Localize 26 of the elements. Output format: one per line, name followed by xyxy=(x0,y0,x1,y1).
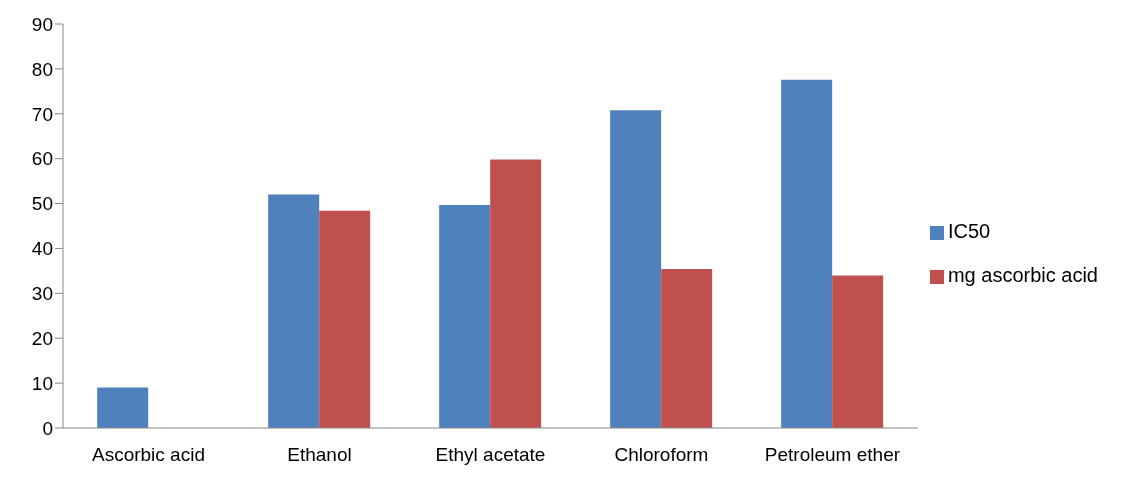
y-tick-label: 20 xyxy=(31,327,53,349)
y-tick-label: 0 xyxy=(42,417,53,439)
bar xyxy=(319,210,371,428)
bar xyxy=(490,159,542,428)
bar xyxy=(781,79,833,428)
bar xyxy=(610,110,662,428)
y-tick-label: 70 xyxy=(31,103,53,125)
y-tick-label: 60 xyxy=(31,148,53,170)
bar xyxy=(439,204,491,428)
y-tick-label: 10 xyxy=(31,372,53,394)
y-tick-label: 40 xyxy=(31,238,53,260)
x-tick-label: Chloroform xyxy=(614,444,709,466)
bar xyxy=(268,194,320,428)
y-tick-label: 30 xyxy=(31,283,53,305)
x-tick-label: Ethanol xyxy=(287,444,352,466)
bar xyxy=(661,269,713,428)
x-tick-label: Petroleum ether xyxy=(764,444,901,466)
legend-label: mg ascorbic acid xyxy=(947,264,1098,286)
y-tick-label: 90 xyxy=(31,13,53,35)
bar xyxy=(832,275,884,428)
y-tick-label: 80 xyxy=(31,58,53,80)
y-tick-label: 50 xyxy=(31,193,53,215)
legend-label: IC50 xyxy=(947,220,991,242)
x-tick-label: Ascorbic acid xyxy=(91,444,205,466)
x-tick-label: Ethyl acetate xyxy=(435,444,546,466)
bar xyxy=(97,387,149,428)
